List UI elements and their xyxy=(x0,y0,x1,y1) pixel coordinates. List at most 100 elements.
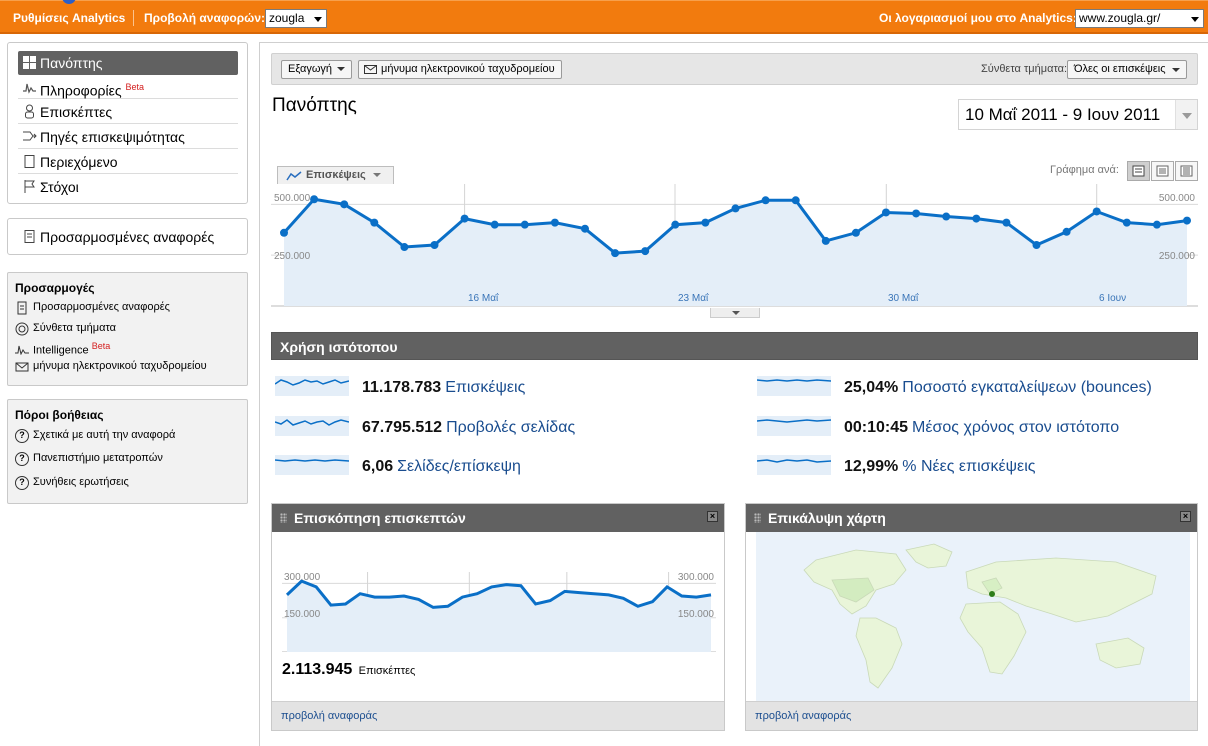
stat-label-link[interactable]: Προβολές σελίδας xyxy=(446,419,576,436)
data-point[interactable] xyxy=(340,200,349,209)
sidebar-item-content[interactable]: Περιεχόμενο xyxy=(18,150,238,174)
sidebar-item-label: Προσαρμοσμένες αναφορές xyxy=(40,229,215,245)
data-point[interactable] xyxy=(641,247,650,256)
data-point[interactable] xyxy=(550,218,559,227)
sidebar-item-goals[interactable]: Στόχοι xyxy=(18,175,238,199)
week-view-icon xyxy=(1156,165,1169,177)
sidebar-item-label: Στόχοι xyxy=(40,179,79,195)
sidebar-item-custom-reports[interactable]: Προσαρμοσμένες αναφορές xyxy=(18,225,238,249)
about-report-link[interactable]: ? Σχετικά με αυτή την αναφορά xyxy=(15,429,175,443)
stat-label-link[interactable]: Μέσος χρόνος στον ιστότοπο xyxy=(912,419,1120,436)
stat-value: 67.795.512 xyxy=(362,419,443,436)
view-report-link[interactable]: προβολή αναφοράς xyxy=(755,710,852,722)
data-point[interactable] xyxy=(851,228,860,237)
graph-by-day-button[interactable] xyxy=(1127,161,1150,181)
data-point[interactable] xyxy=(761,196,770,205)
export-button[interactable]: Εξαγωγή xyxy=(281,60,353,79)
stat-label-link[interactable]: % Νέες επισκέψεις xyxy=(902,458,1036,475)
data-point[interactable] xyxy=(400,243,409,252)
data-point[interactable] xyxy=(1183,216,1191,225)
advanced-segments-link[interactable]: Σύνθετα τμήματα xyxy=(15,322,116,336)
data-point[interactable] xyxy=(310,195,319,204)
intelligence-link[interactable]: Intelligence Beta xyxy=(15,341,110,357)
data-point[interactable] xyxy=(280,228,288,237)
date-range-picker[interactable]: 10 Μαΐ 2011 - 9 Ιουν 2011 xyxy=(958,99,1198,130)
data-point[interactable] xyxy=(912,209,921,218)
data-point[interactable] xyxy=(1092,207,1101,216)
data-point[interactable] xyxy=(1002,218,1011,227)
europe-region xyxy=(981,577,1003,595)
close-icon[interactable]: × xyxy=(1180,511,1191,522)
sidebar-item-dashboard[interactable]: Πανόπτης xyxy=(18,51,238,75)
y-tick-label: 500.000 xyxy=(1159,193,1196,204)
data-point[interactable] xyxy=(490,220,499,229)
sidebar-item-label: Πανόπτης xyxy=(40,55,103,71)
stat-value: 00:10:45 xyxy=(844,419,909,436)
drag-handle-icon[interactable] xyxy=(280,513,287,523)
collapse-graph-handle[interactable] xyxy=(710,308,760,318)
main-panel xyxy=(259,42,1208,746)
conversion-university-label: Πανεπιστήμιο μετατροπών xyxy=(33,452,163,464)
stat-label-link[interactable]: Ποσοστό εγκαταλείψεων (bounces) xyxy=(902,379,1152,396)
profile-select[interactable]: zougla xyxy=(265,9,327,28)
data-point[interactable] xyxy=(1122,218,1131,227)
email-link[interactable]: μήνυμα ηλεκτρονικού ταχυδρομείου xyxy=(15,360,207,372)
email-button[interactable]: μήνυμα ηλεκτρονικού ταχυδρομείου xyxy=(358,60,562,79)
custom-reports-label: Προσαρμοσμένες αναφορές xyxy=(33,301,170,313)
close-icon[interactable]: × xyxy=(707,511,718,522)
flag-icon xyxy=(24,180,35,193)
data-point[interactable] xyxy=(731,204,740,213)
africa xyxy=(959,601,1027,675)
data-point[interactable] xyxy=(882,208,890,217)
view-report-link[interactable]: προβολή αναφοράς xyxy=(281,710,378,722)
help-resources-box: Πόροι βοήθειας ? Σχετικά με αυτή την ανα… xyxy=(7,399,248,504)
data-point[interactable] xyxy=(581,224,589,233)
top-bar: Ρυθμίσεις Analytics Προβολή αναφορών: zo… xyxy=(0,0,1208,34)
sidebar-item-intelligence[interactable]: Πληροφορίες Beta xyxy=(18,75,238,99)
data-point[interactable] xyxy=(520,220,529,229)
stat-value: 25,04% xyxy=(844,379,899,396)
custom-reports-link[interactable]: Προσαρμοσμένες αναφορές xyxy=(15,301,170,315)
data-point[interactable] xyxy=(460,214,469,223)
account-select[interactable]: www.zougla.gr/ xyxy=(1075,9,1204,28)
data-point[interactable] xyxy=(1032,241,1041,249)
segments-select[interactable]: Όλες οι επισκέψεις xyxy=(1067,60,1187,79)
y-tick-label: 150.000 xyxy=(678,609,715,620)
customizations-box: Προσαρμογές Προσαρμοσμένες αναφορές Σύνθ… xyxy=(7,272,248,386)
data-point[interactable] xyxy=(611,249,620,258)
stat-value: 6,06 xyxy=(362,458,394,475)
data-point[interactable] xyxy=(1062,227,1071,236)
sidebar-item-traffic-sources[interactable]: Πηγές επισκεψιμότητας xyxy=(18,125,238,149)
faq-label: Συνήθεις ερωτήσεις xyxy=(33,476,129,488)
data-point[interactable] xyxy=(671,220,680,229)
stat-label-link[interactable]: Σελίδες/επίσκεψη xyxy=(397,458,521,475)
data-point[interactable] xyxy=(972,214,981,223)
data-point[interactable] xyxy=(370,218,379,227)
drag-handle-icon[interactable] xyxy=(754,513,761,523)
help-icon: ? xyxy=(15,476,29,490)
sidebar-item-visitors[interactable]: Επισκέπτες xyxy=(18,100,238,124)
data-point[interactable] xyxy=(791,196,800,205)
y-tick-label: 250.000 xyxy=(1159,251,1196,262)
stat-label-link[interactable]: Επισκέψεις xyxy=(445,379,526,396)
graph-by-month-button[interactable] xyxy=(1175,161,1198,181)
data-point[interactable] xyxy=(701,218,710,227)
page-title: Πανόπτης xyxy=(272,95,357,116)
stat-pageviews: 67.795.512 Προβολές σελίδας xyxy=(362,419,575,437)
data-point[interactable] xyxy=(1152,220,1161,229)
graph-by-week-button[interactable] xyxy=(1151,161,1174,181)
widget-header[interactable]: Επισκόπηση επισκεπτών × xyxy=(272,504,724,532)
analytics-settings-link[interactable]: Ρυθμίσεις Analytics xyxy=(13,11,126,25)
widget-header[interactable]: Επικάλυψη χάρτη × xyxy=(746,504,1197,532)
data-point[interactable] xyxy=(430,241,439,249)
conversion-university-link[interactable]: ? Πανεπιστήμιο μετατροπών xyxy=(15,452,163,466)
advanced-segments-label: Σύνθετα τμήματα: xyxy=(981,63,1068,75)
faq-link[interactable]: ? Συνήθεις ερωτήσεις xyxy=(15,476,129,490)
view-reports-label: Προβολή αναφορών: xyxy=(144,11,265,25)
data-point[interactable] xyxy=(942,212,951,221)
metric-selector-tab[interactable]: Επισκέψεις xyxy=(277,166,394,185)
chevron-down-icon xyxy=(314,17,322,22)
data-point[interactable] xyxy=(821,236,830,245)
intelligence-icon xyxy=(23,83,36,94)
chevron-down-icon[interactable] xyxy=(1175,100,1197,129)
